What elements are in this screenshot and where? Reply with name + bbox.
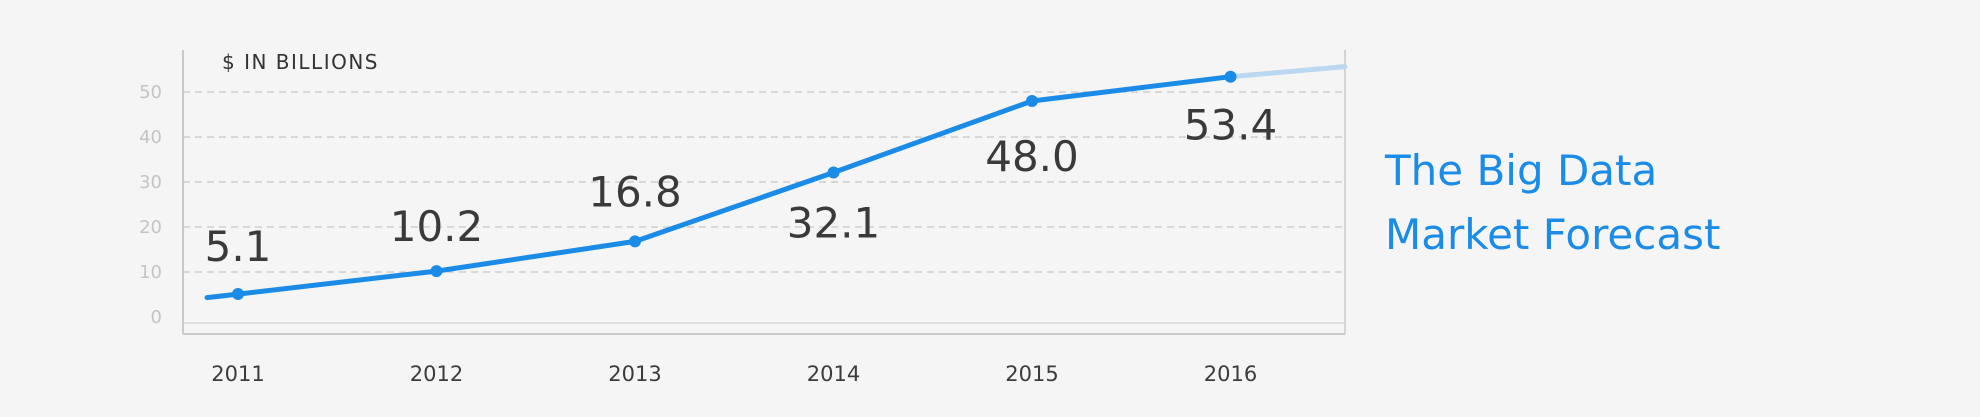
x-tick-label: 2013 bbox=[608, 362, 661, 386]
x-tick-label: 2012 bbox=[410, 362, 463, 386]
data-label: 32.1 bbox=[787, 199, 881, 248]
y-tick-label: 20 bbox=[139, 217, 162, 238]
x-tick-label: 2011 bbox=[211, 362, 264, 386]
y-tick-label: 30 bbox=[139, 172, 162, 193]
data-label: 48.0 bbox=[985, 132, 1079, 181]
gridlines bbox=[183, 91, 1345, 273]
series-line bbox=[204, 74, 1233, 301]
label-layer: 2011 2012 2013 2014 2015 2016 5.1 10.2 16.8 32.1 4… bbox=[205, 101, 1278, 386]
data-point bbox=[827, 166, 840, 179]
y-tick-label: 50 bbox=[139, 82, 162, 103]
series-layer bbox=[204, 64, 1348, 301]
chart-title-line-1: The Big Data bbox=[1385, 146, 1658, 195]
data-point bbox=[430, 265, 443, 278]
y-tick-label: 40 bbox=[139, 127, 162, 148]
y-axis-unit-label: $ IN BILLIONS bbox=[222, 50, 379, 74]
data-point bbox=[232, 288, 244, 301]
x-tick-label: 2015 bbox=[1005, 362, 1058, 386]
projection-line bbox=[1228, 64, 1348, 80]
data-label: 53.4 bbox=[1184, 101, 1278, 150]
chart-title-line-2: Market Forecast bbox=[1385, 210, 1721, 259]
data-label: 5.1 bbox=[205, 222, 272, 271]
data-label: 16.8 bbox=[588, 167, 682, 216]
data-point bbox=[1224, 70, 1237, 83]
y-tick-label: 0 bbox=[151, 307, 162, 328]
data-point bbox=[1026, 95, 1038, 107]
chart-title: The Big Data Market Forecast bbox=[1385, 139, 1945, 267]
y-tick-label: 10 bbox=[139, 262, 162, 283]
axes: 0 10 20 30 40 50 bbox=[139, 50, 1346, 335]
data-label: 10.2 bbox=[390, 202, 484, 251]
data-point bbox=[629, 235, 641, 248]
x-tick-label: 2016 bbox=[1204, 362, 1257, 386]
x-tick-label: 2014 bbox=[807, 362, 860, 386]
